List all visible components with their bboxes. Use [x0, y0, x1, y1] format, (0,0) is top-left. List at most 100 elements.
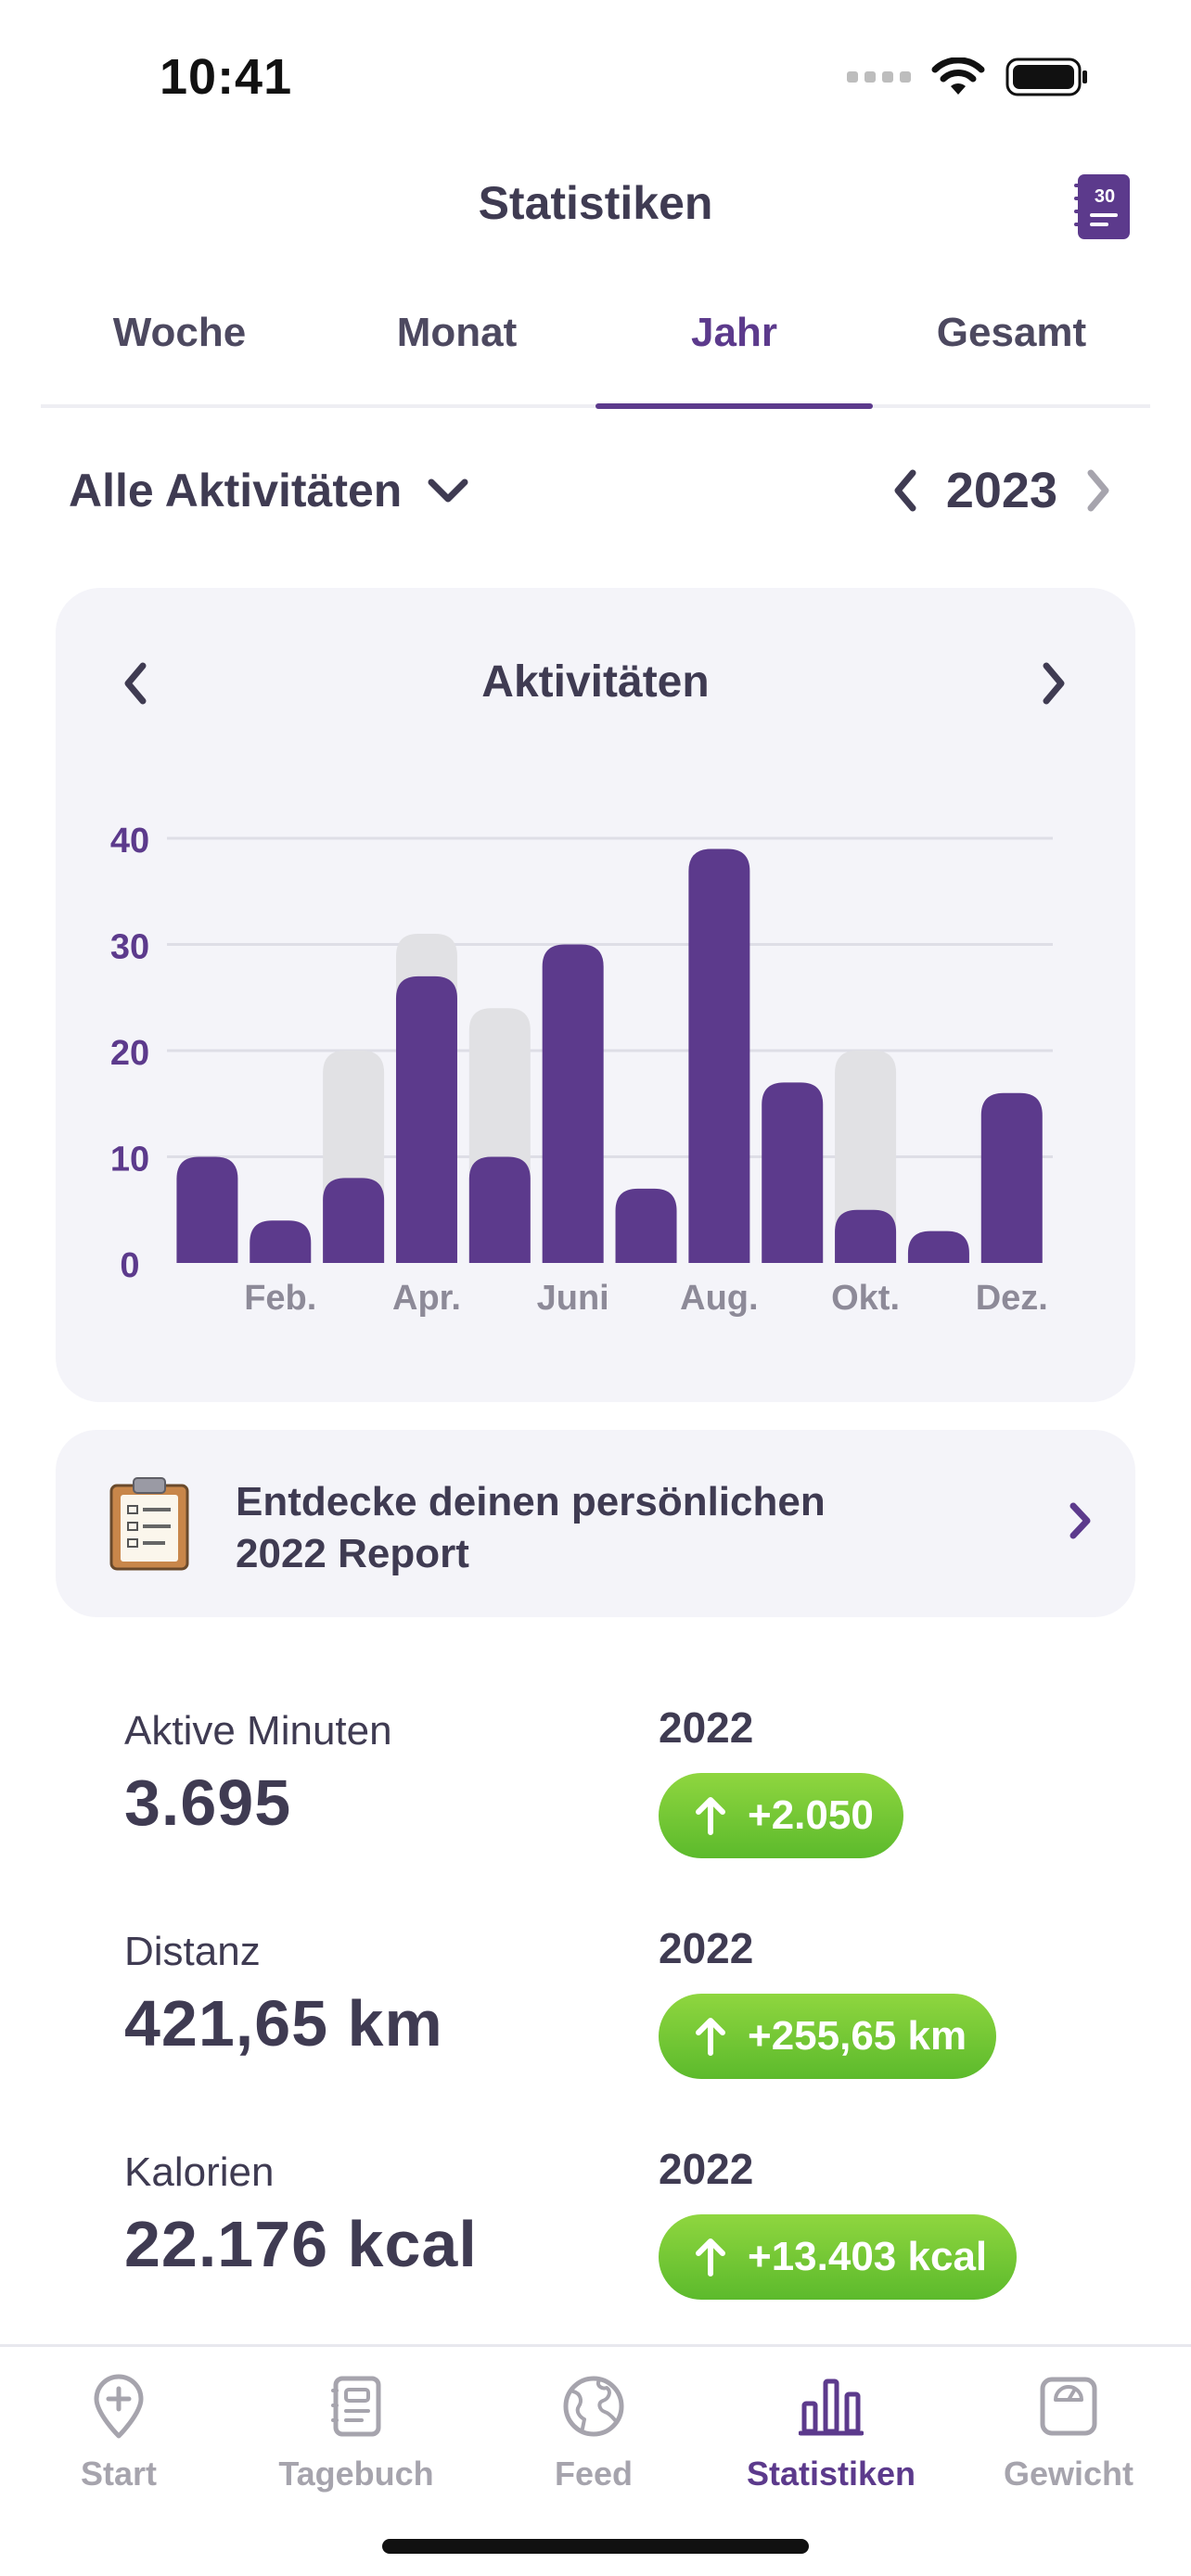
previous-year-button[interactable]: [890, 467, 918, 514]
bar-current-year: [395, 976, 457, 1263]
calendar-icon: 30: [1074, 174, 1130, 239]
bottom-tab-bar: Start Tagebuch Feed: [0, 2344, 1191, 2576]
x-tick-label: Juni: [537, 1279, 609, 1318]
bar-current-year: [468, 1156, 531, 1263]
stat-delta: +2.050: [748, 1792, 874, 1838]
activity-filter-label: Alle Aktivitäten: [69, 465, 403, 516]
tabbar-item-statistiken[interactable]: Statistiken: [712, 2366, 950, 2493]
chevron-left-icon: [894, 469, 916, 512]
status-icons: [847, 57, 1089, 96]
stat-delta-badge: +2.050: [659, 1773, 903, 1858]
arrow-up-icon: [696, 2018, 725, 2056]
x-tick-label: Dez.: [976, 1279, 1048, 1318]
stat-compare-year: 2022: [659, 1924, 754, 1972]
calendar-button[interactable]: 30: [1074, 172, 1132, 241]
stat-distance: Distanz 421,65 km 2022 +255,65 km: [0, 1924, 1191, 2114]
tabbar-label: Start: [80, 2455, 158, 2493]
x-tick-label: Feb.: [244, 1279, 316, 1318]
bar-current-year: [250, 1220, 312, 1263]
bar-chart-icon: [799, 2378, 864, 2436]
bar-current-year: [542, 944, 604, 1263]
active-tab-indicator: [596, 403, 873, 409]
tab-jahr[interactable]: Jahr: [691, 310, 777, 355]
period-tabs: Woche Monat Jahr Gesamt: [41, 293, 1150, 409]
filter-row: Alle Aktivitäten 2023: [0, 454, 1191, 529]
y-tick-label: 20: [110, 1034, 149, 1073]
chevron-left-icon: [124, 662, 147, 705]
tabbar-label: Feed: [554, 2455, 634, 2493]
stat-calories: Kalorien 22.176 kcal 2022 +13.403 kcal: [0, 2145, 1191, 2335]
report-banner[interactable]: Entdecke deinen persönlichen 2022 Report: [56, 1430, 1135, 1617]
tabbar-item-feed[interactable]: Feed: [475, 2366, 712, 2493]
stat-label: Aktive Minuten: [124, 1708, 392, 1753]
x-tick-label: Okt.: [831, 1279, 900, 1318]
bar-chart: 0 10 20 30 40 Feb. Apr. Juni Aug. Okt. Dez.: [110, 822, 1053, 1318]
stat-compare-year: 2022: [659, 1703, 754, 1752]
report-text-line2: 2022 Report: [236, 1531, 469, 1576]
year-label: 2023: [945, 463, 1057, 518]
y-tick-label: 30: [110, 928, 149, 967]
chevron-right-icon: [1043, 662, 1065, 705]
map-pin-plus-icon: [94, 2374, 144, 2439]
activity-chart-card: Aktivitäten 0 10 20 30 40 Feb. Apr. Juni Aug. Okt…: [56, 588, 1135, 1402]
stat-label: Distanz: [124, 1929, 261, 1974]
chart-previous-button[interactable]: [119, 658, 150, 708]
tabbar-item-gewicht[interactable]: Gewicht: [950, 2366, 1187, 2493]
stat-active-minutes: Aktive Minuten 3.695 2022 +2.050: [0, 1703, 1191, 1894]
tab-gesamt[interactable]: Gesamt: [936, 310, 1087, 355]
header: Statistiken 30: [0, 167, 1191, 250]
calendar-badge: 30: [1095, 186, 1115, 207]
next-year-button[interactable]: [1085, 467, 1113, 514]
page-title: Statistiken: [478, 177, 713, 229]
chart-next-button[interactable]: [1039, 658, 1070, 708]
stat-compare-year: 2022: [659, 2145, 754, 2193]
bar-current-year: [688, 848, 750, 1263]
x-tick-label: Apr.: [392, 1279, 461, 1318]
globe-icon: [563, 2376, 624, 2437]
y-tick-label: 0: [120, 1246, 139, 1285]
chart-title: Aktivitäten: [481, 657, 710, 707]
chart-header: Aktivitäten: [56, 653, 1135, 718]
notebook-icon: [331, 2376, 381, 2437]
bar-current-year: [980, 1092, 1043, 1263]
scale-icon: [1040, 2377, 1097, 2436]
report-text: Entdecke deinen persönlichen 2022 Report: [236, 1476, 826, 1580]
cellular-signal-icon: [847, 71, 911, 83]
tabbar-label: Gewicht: [1003, 2455, 1134, 2493]
x-tick-label: Aug.: [680, 1279, 758, 1318]
activity-filter-dropdown[interactable]: Alle Aktivitäten: [69, 464, 470, 517]
battery-icon: [1005, 57, 1087, 96]
stat-delta: +255,65 km: [748, 2013, 967, 2059]
bar-current-year: [323, 1178, 385, 1263]
stat-value: 22.176 kcal: [124, 2208, 478, 2280]
chevron-right-icon: [1087, 469, 1109, 512]
stat-value: 3.695: [124, 1766, 292, 1839]
tabbar-label: Statistiken: [746, 2455, 916, 2493]
stat-delta-badge: +255,65 km: [659, 1994, 997, 2079]
chevron-down-icon: [428, 478, 468, 503]
year-navigator: 2023: [890, 462, 1113, 519]
tabbar-label: Tagebuch: [278, 2455, 434, 2493]
home-indicator: [382, 2539, 809, 2554]
stat-value: 421,65 km: [124, 1987, 443, 2060]
arrow-up-icon: [696, 2238, 725, 2276]
report-text-line1: Entdecke deinen persönlichen: [236, 1479, 826, 1524]
bar-current-year: [762, 1082, 824, 1263]
y-tick-label: 10: [110, 1141, 149, 1180]
tabbar-item-start[interactable]: Start: [0, 2366, 237, 2493]
tab-monat[interactable]: Monat: [396, 310, 518, 355]
bar-current-year: [615, 1188, 677, 1263]
chevron-right-icon: [1069, 1502, 1091, 1539]
bar-current-year: [907, 1231, 969, 1263]
status-bar: 10:41: [0, 0, 1191, 139]
bar-current-year: [176, 1156, 238, 1263]
tabbar-item-tagebuch[interactable]: Tagebuch: [237, 2366, 475, 2493]
arrow-up-icon: [696, 1797, 725, 1835]
bar-current-year: [835, 1209, 897, 1263]
tab-woche[interactable]: Woche: [112, 310, 247, 355]
stat-label: Kalorien: [124, 2149, 275, 2195]
status-time: 10:41: [160, 49, 293, 105]
y-tick-label: 40: [110, 822, 149, 861]
clipboard-icon: [109, 1477, 189, 1571]
wifi-icon: [931, 57, 985, 95]
